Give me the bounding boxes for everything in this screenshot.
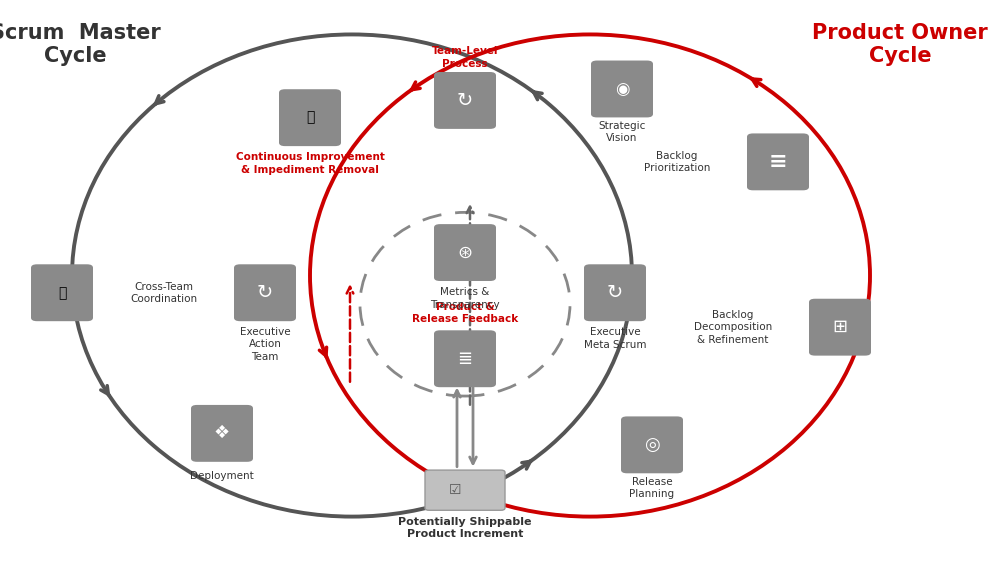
FancyBboxPatch shape bbox=[809, 298, 871, 356]
Text: Release
Planning: Release Planning bbox=[629, 476, 675, 499]
Text: Scrum  Master
Cycle: Scrum Master Cycle bbox=[0, 23, 160, 66]
FancyBboxPatch shape bbox=[434, 72, 496, 129]
Text: ☑: ☑ bbox=[449, 483, 461, 497]
Text: Continuous Improvement
& Impediment Removal: Continuous Improvement & Impediment Remo… bbox=[236, 152, 384, 175]
Text: ↻: ↻ bbox=[607, 283, 623, 302]
Text: ◎: ◎ bbox=[644, 436, 660, 454]
Text: ◉: ◉ bbox=[615, 80, 629, 98]
Text: Metrics &
Transparency: Metrics & Transparency bbox=[430, 287, 500, 310]
Text: Deployment: Deployment bbox=[190, 471, 254, 482]
Text: ≡: ≡ bbox=[769, 152, 787, 172]
FancyBboxPatch shape bbox=[621, 416, 683, 474]
Text: ⊛: ⊛ bbox=[457, 243, 473, 262]
Text: Cross-Team
Coordination: Cross-Team Coordination bbox=[130, 281, 197, 304]
Text: Executive
Action
Team: Executive Action Team bbox=[240, 327, 290, 362]
FancyBboxPatch shape bbox=[747, 133, 809, 191]
Text: ↻: ↻ bbox=[457, 91, 473, 110]
Text: ↻: ↻ bbox=[257, 283, 273, 302]
Text: Product Owner
Cycle: Product Owner Cycle bbox=[812, 23, 988, 66]
FancyBboxPatch shape bbox=[234, 264, 296, 321]
Text: Executive
Meta Scrum: Executive Meta Scrum bbox=[584, 327, 646, 350]
Text: Potentially Shippable
Product Increment: Potentially Shippable Product Increment bbox=[398, 517, 532, 539]
FancyBboxPatch shape bbox=[584, 264, 646, 321]
Text: Product &
Release Feedback: Product & Release Feedback bbox=[412, 301, 518, 324]
Text: Backlog
Prioritization: Backlog Prioritization bbox=[644, 150, 710, 173]
FancyBboxPatch shape bbox=[425, 470, 505, 510]
FancyBboxPatch shape bbox=[434, 224, 496, 281]
Text: 🏃: 🏃 bbox=[306, 111, 314, 125]
FancyBboxPatch shape bbox=[31, 264, 93, 321]
Text: Strategic
Vision: Strategic Vision bbox=[598, 121, 646, 144]
Text: ⊞: ⊞ bbox=[832, 318, 848, 336]
Text: Team-Level
Process: Team-Level Process bbox=[432, 46, 498, 69]
FancyBboxPatch shape bbox=[434, 330, 496, 387]
FancyBboxPatch shape bbox=[279, 89, 341, 146]
FancyBboxPatch shape bbox=[191, 405, 253, 462]
Text: 🤝: 🤝 bbox=[58, 286, 66, 300]
Text: Backlog
Decomposition
& Refinement: Backlog Decomposition & Refinement bbox=[694, 310, 772, 344]
Text: ❖: ❖ bbox=[214, 424, 230, 443]
FancyBboxPatch shape bbox=[591, 60, 653, 118]
Text: ≣: ≣ bbox=[457, 350, 473, 368]
